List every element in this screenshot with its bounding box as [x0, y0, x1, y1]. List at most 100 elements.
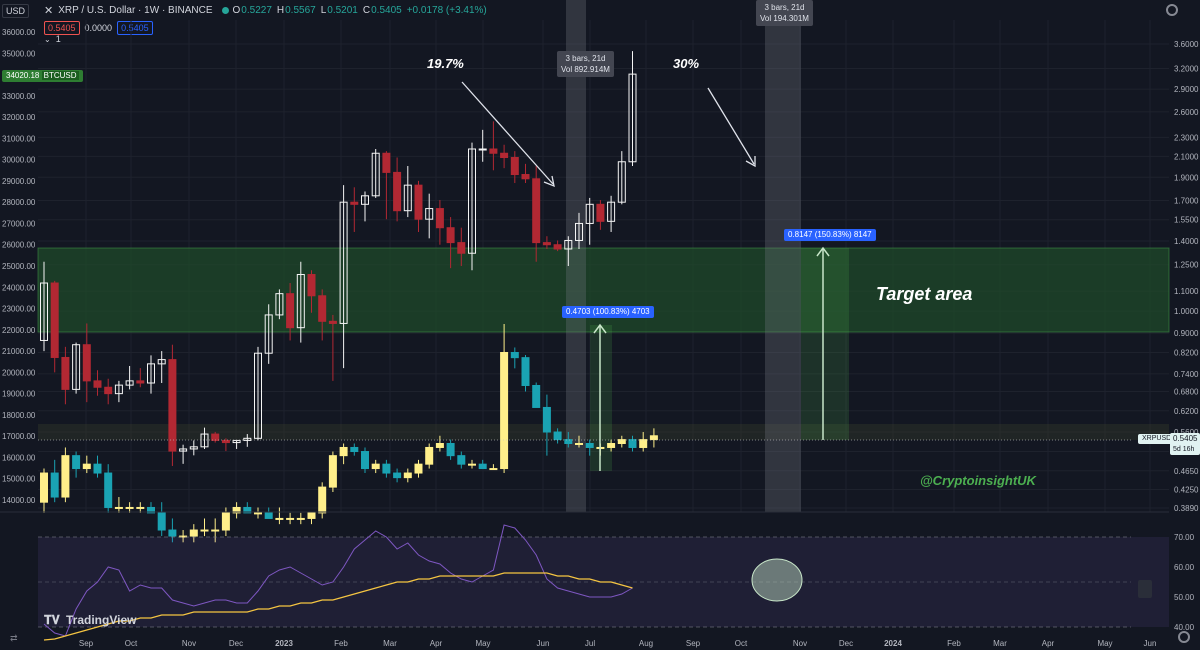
btc-candle-body [564, 239, 573, 250]
btc-candle-body [125, 380, 134, 386]
chevron-down-icon[interactable]: ⌄ [44, 34, 51, 44]
price-tick-label: 1.5500 [1174, 216, 1199, 225]
price-tick-label: 0.7400 [1174, 370, 1199, 379]
btc-candle-body [72, 344, 81, 390]
xrp-candle-body [510, 351, 519, 359]
xrp-candle-body [211, 529, 220, 532]
xrp-candle-body [318, 486, 327, 514]
rsi-tick-label: 40.00 [1174, 623, 1195, 632]
btc-tick-label: 21000.00 [2, 347, 36, 356]
price-tick-label: 0.5600 [1174, 428, 1199, 437]
tradingview-logo-icon: 𝐓𝐕 [44, 613, 61, 627]
btc-candle-body [371, 152, 380, 197]
credit-label: @CryptoinsightUK [920, 473, 1038, 488]
price-tick-label: 0.4650 [1174, 467, 1199, 476]
buy-button[interactable]: 0.5405 [117, 21, 153, 35]
collapse-legend-icon[interactable]: ✕ [44, 4, 54, 17]
chart-settings-icon[interactable] [1178, 631, 1190, 643]
pct-left-label: 19.7% [427, 56, 464, 71]
xrp-candle-body [40, 472, 48, 503]
btc-candle-body [318, 295, 327, 322]
open-label: O [232, 4, 241, 16]
measure-zone-2 [801, 248, 849, 440]
price-tick-label: 3.6000 [1174, 40, 1199, 49]
xrp-candle-body [93, 463, 102, 474]
btc-tick-label: 16000.00 [2, 453, 36, 462]
xrp-candle-body [542, 406, 551, 433]
btc-candle-body [147, 363, 155, 384]
btc-candle-body [189, 446, 198, 450]
range-label-2: 3 bars, 21d Vol 194.301M [756, 0, 813, 26]
btc-candle-body [307, 274, 316, 297]
btc-candle-body [403, 184, 412, 212]
xrp-candle-body [425, 446, 434, 465]
xrp-candle-body [136, 506, 145, 509]
time-axis[interactable]: Sep Oct Nov Dec 2023 Feb Mar Apr May Jun Jul Aug Sep… [79, 639, 1157, 648]
rsi-tick-label: 70.00 [1174, 533, 1195, 542]
zoom-icon[interactable]: ⇄ [10, 633, 18, 643]
xrp-candle-body [296, 517, 305, 520]
sell-button[interactable]: 0.5405 [44, 21, 80, 35]
time-tick-label: Nov [793, 639, 807, 648]
btc-candle-body [478, 148, 487, 151]
time-tick-label: 2024 [884, 639, 902, 648]
indicators-toggle[interactable]: ⌄ 1 [44, 32, 66, 46]
rsi-tick-label: 60.00 [1174, 563, 1195, 572]
rsi-highlight-circle [751, 558, 803, 602]
time-tick-label: Mar [383, 639, 397, 648]
btc-tick-label: 35000.00 [2, 49, 36, 58]
time-tick-label: Mar [993, 639, 1007, 648]
rsi-tick-label: 50.00 [1174, 593, 1195, 602]
support-zone [38, 424, 1169, 440]
arrow-left [461, 81, 554, 185]
time-tick-label: May [1097, 639, 1112, 648]
btc-tick-label: 22000.00 [2, 326, 36, 335]
pane-controls[interactable] [1138, 580, 1152, 598]
time-tick-label: Feb [947, 639, 961, 648]
close-value: 0.5405 [371, 4, 402, 16]
btc-candle-body [617, 161, 626, 203]
low-label: L [320, 4, 327, 16]
xrp-candle-body [489, 468, 498, 471]
range-label-1: 3 bars, 21d Vol 892.914M [557, 51, 614, 77]
xrp-candle-body [649, 435, 658, 441]
btc-tick-label: 17000.00 [2, 432, 36, 441]
price-tick-label: 0.8200 [1174, 348, 1199, 357]
xrp-candle-body [189, 529, 198, 537]
btc-tick-label: 15000.00 [2, 475, 36, 484]
close-label: C [362, 4, 371, 16]
time-tick-label: Dec [839, 639, 853, 648]
measure-arrowhead-2 [816, 246, 830, 257]
btc-candle-body [275, 293, 284, 316]
price-tick-label: 0.6800 [1174, 388, 1199, 397]
xrp-candle-body [157, 512, 166, 531]
time-tick-label: Oct [735, 639, 748, 648]
xrp-candle-body [200, 529, 209, 532]
currency-selector[interactable]: USD [2, 4, 30, 18]
btc-candle-body [361, 195, 369, 205]
btc-candle-body [435, 208, 444, 229]
symbol-title[interactable]: XRP / U.S. Dollar · 1W · BINANCE [58, 4, 213, 16]
arrow-left-head [543, 175, 555, 188]
xrp-candle-body [275, 517, 284, 520]
price-axis[interactable]: 3.6000 3.2000 2.9000 2.6000 2.3000 2.1000 1.90… [1174, 40, 1199, 513]
price-tick-label: 3.2000 [1174, 65, 1199, 74]
measure-zone-1 [590, 325, 612, 471]
xrp-candle-body [371, 463, 380, 470]
btc-tick-label: 31000.00 [2, 134, 36, 143]
target-zone [37, 247, 1170, 333]
change-value: +0.0178 (+3.41%) [406, 4, 487, 16]
btc-candle-body [500, 152, 509, 159]
gear-icon[interactable] [1166, 4, 1178, 16]
time-tick-label: Oct [125, 639, 138, 648]
btc-tick-label: 33000.00 [2, 92, 36, 101]
high-value: 0.5567 [285, 4, 316, 16]
xrp-candle-body [575, 443, 583, 446]
btc-candle-body [446, 227, 455, 244]
xrp-candle-body [82, 463, 91, 470]
btc-candle-body [179, 448, 188, 452]
btc-tick-label: 25000.00 [2, 262, 36, 271]
btc-last-price: 34020.18 [6, 71, 40, 80]
price-tick-label: 1.4000 [1174, 237, 1199, 246]
